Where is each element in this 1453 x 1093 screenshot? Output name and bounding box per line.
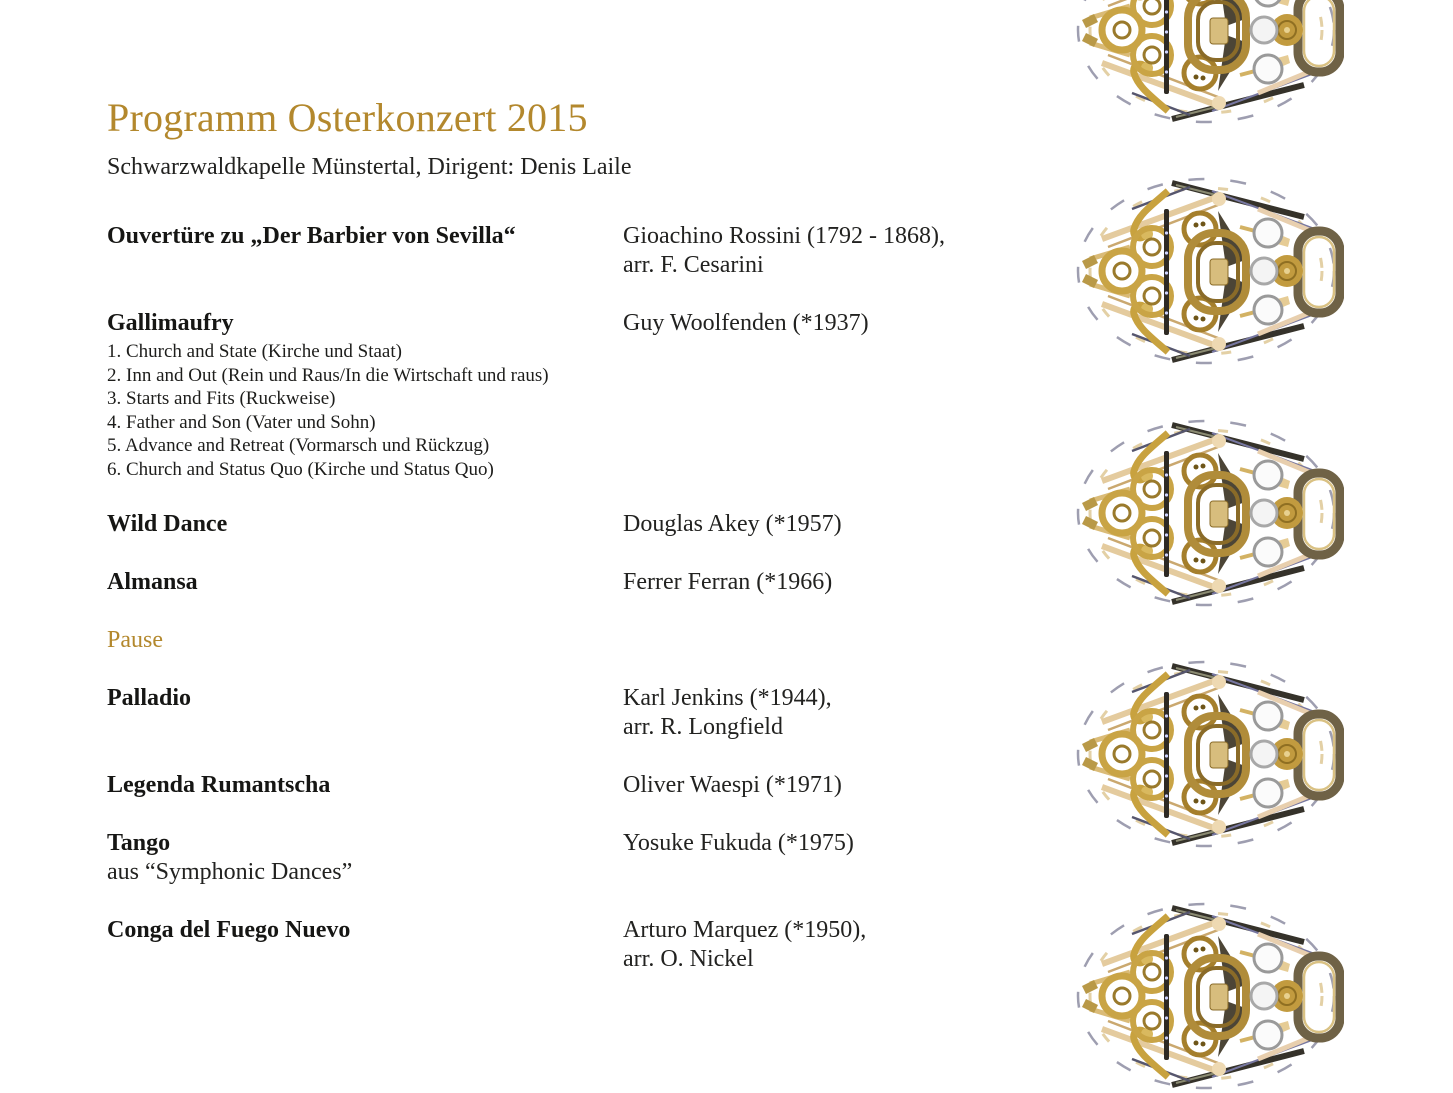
composer-line: arr. O. Nickel [623,946,754,972]
work: Palladio [107,684,623,742]
composer: Guy Woolfenden (*1937) [623,309,1027,481]
program-item: Palladio Karl Jenkins (*1944), arr. R. Lon… [107,684,1027,742]
work: Legenda Rumantscha [107,771,623,800]
instrument-collage-icon [1072,417,1344,610]
instrument-collage-icon [1072,658,1344,851]
work: Tango aus “Symphonic Dances” [107,829,623,887]
composer-line: Guy Woolfenden (*1937) [623,310,869,336]
program-item: Conga del Fuego Nuevo Arturo Marquez (*19… [107,916,1027,974]
composer-line: Oliver Waespi (*1971) [623,772,842,798]
composer: Gioachino Rossini (1792 - 1868), arr. F. … [623,222,1027,280]
work-title: Wild Dance [107,511,228,537]
composer-line: Arturo Marquez (*1950), [623,917,867,943]
program-item: Almansa Ferrer Ferran (*1966) [107,568,1027,597]
program-item: Ouvertüre zu „Der Barbier von Sevilla“ Gi… [107,222,1027,280]
work: Conga del Fuego Nuevo [107,916,623,974]
composer-line: Yosuke Fukuda (*1975) [623,830,854,856]
composer: Arturo Marquez (*1950), arr. O. Nickel [623,916,1027,974]
instrument-collage-icon [1072,175,1344,368]
instrument-collage-icon [1072,900,1344,1093]
composer: Ferrer Ferran (*1966) [623,568,1027,597]
work: Ouvertüre zu „Der Barbier von Sevilla“ [107,222,623,280]
movement-list: 1. Church and State (Kirche und Staat) 2.… [107,340,623,481]
composer: Karl Jenkins (*1944), arr. R. Longfield [623,684,1027,742]
movement: 6. Church and Status Quo (Kirche und Sta… [107,458,494,480]
work-title: Legenda Rumantscha [107,772,331,798]
work-title: Gallimaufry [107,310,234,336]
movement: 5. Advance and Retreat (Vormarsch und Rü… [107,435,490,456]
program-content: Programm Osterkonzert 2015 Schwarzwaldka… [107,95,1027,1003]
program-list: Ouvertüre zu „Der Barbier von Sevilla“ Gi… [107,222,1027,974]
work-title: Ouvertüre zu „Der Barbier von Sevilla“ [107,223,516,249]
program-item: Gallimaufry 1. Church and State (Kirche u… [107,309,1027,481]
composer-line: Gioachino Rossini (1792 - 1868), [623,223,945,249]
composer-line: arr. R. Longfield [623,714,783,740]
composer-line: Ferrer Ferran (*1966) [623,569,833,595]
program-item: Wild Dance Douglas Akey (*1957) [107,510,1027,539]
program-item: Tango aus “Symphonic Dances” Yosuke Fukuda… [107,829,1027,887]
composer-line: Douglas Akey (*1957) [623,511,842,537]
work-title: Tango [107,830,171,856]
work: Wild Dance [107,510,623,539]
composer-line: Karl Jenkins (*1944), [623,685,832,711]
work-subtitle: aus “Symphonic Dances” [107,859,353,885]
instrument-collage-icon [1072,0,1344,127]
program-item: Legenda Rumantscha Oliver Waespi (*1971) [107,771,1027,800]
work-title: Almansa [107,569,198,595]
work: Gallimaufry 1. Church and State (Kirche u… [107,309,623,481]
page-subtitle: Schwarzwaldkapelle Münstertal, Dirigent:… [107,154,632,180]
work-title: Palladio [107,685,192,711]
work: Almansa [107,568,623,597]
composer: Yosuke Fukuda (*1975) [623,829,1027,887]
movement: 1. Church and State (Kirche und Staat) [107,341,402,362]
work-title: Conga del Fuego Nuevo [107,917,351,943]
composer-line: arr. F. Cesarini [623,252,764,278]
movement: 4. Father and Son (Vater und Sohn) [107,411,376,433]
pause-label: Pause [107,627,163,653]
movement: 2. Inn and Out (Rein und Raus/In die Wir… [107,364,549,386]
pause-row: Pause [107,626,1027,655]
page-title: Programm Osterkonzert 2015 [107,95,588,140]
program-page: { "page": { "title": "Programm Osterkonz… [107,0,1344,1024]
composer: Oliver Waespi (*1971) [623,771,1027,800]
composer: Douglas Akey (*1957) [623,510,1027,539]
movement: 3. Starts and Fits (Ruckweise) [107,388,336,409]
